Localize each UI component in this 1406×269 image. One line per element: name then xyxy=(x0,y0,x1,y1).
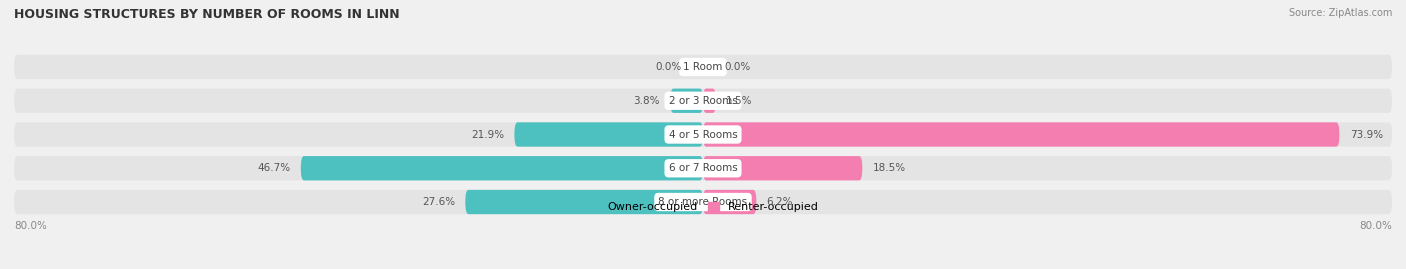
FancyBboxPatch shape xyxy=(14,89,1392,113)
Text: 18.5%: 18.5% xyxy=(873,163,905,173)
Text: 3.8%: 3.8% xyxy=(634,96,659,106)
Text: 0.0%: 0.0% xyxy=(655,62,682,72)
FancyBboxPatch shape xyxy=(14,122,1392,147)
FancyBboxPatch shape xyxy=(14,156,1392,180)
FancyBboxPatch shape xyxy=(14,190,1392,214)
Text: 80.0%: 80.0% xyxy=(1360,221,1392,231)
Text: 21.9%: 21.9% xyxy=(471,129,505,140)
FancyBboxPatch shape xyxy=(703,122,1340,147)
FancyBboxPatch shape xyxy=(301,156,703,180)
Text: 8 or more Rooms: 8 or more Rooms xyxy=(658,197,748,207)
FancyBboxPatch shape xyxy=(515,122,703,147)
FancyBboxPatch shape xyxy=(465,190,703,214)
Text: 80.0%: 80.0% xyxy=(14,221,46,231)
Text: 27.6%: 27.6% xyxy=(422,197,456,207)
FancyBboxPatch shape xyxy=(703,156,862,180)
Text: 6 or 7 Rooms: 6 or 7 Rooms xyxy=(669,163,737,173)
Text: 1.5%: 1.5% xyxy=(727,96,752,106)
Text: 6.2%: 6.2% xyxy=(766,197,793,207)
Text: Source: ZipAtlas.com: Source: ZipAtlas.com xyxy=(1288,8,1392,18)
FancyBboxPatch shape xyxy=(703,190,756,214)
FancyBboxPatch shape xyxy=(14,55,1392,79)
FancyBboxPatch shape xyxy=(671,89,703,113)
Text: 46.7%: 46.7% xyxy=(257,163,291,173)
Text: HOUSING STRUCTURES BY NUMBER OF ROOMS IN LINN: HOUSING STRUCTURES BY NUMBER OF ROOMS IN… xyxy=(14,8,399,21)
Text: 2 or 3 Rooms: 2 or 3 Rooms xyxy=(669,96,737,106)
FancyBboxPatch shape xyxy=(703,89,716,113)
Legend: Owner-occupied, Renter-occupied: Owner-occupied, Renter-occupied xyxy=(582,197,824,217)
Text: 4 or 5 Rooms: 4 or 5 Rooms xyxy=(669,129,737,140)
Text: 73.9%: 73.9% xyxy=(1350,129,1384,140)
Text: 0.0%: 0.0% xyxy=(724,62,751,72)
Text: 1 Room: 1 Room xyxy=(683,62,723,72)
